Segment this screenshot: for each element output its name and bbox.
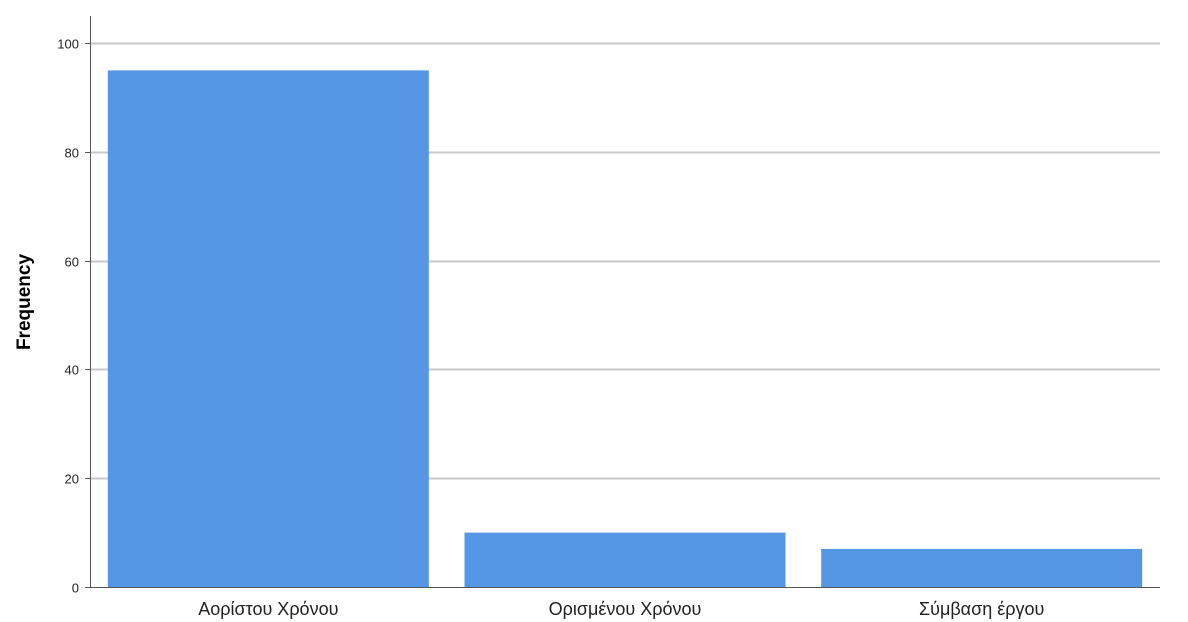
bar <box>464 532 786 587</box>
bar <box>821 548 1143 587</box>
x-tick-label: Ορισμένου Χρόνου <box>549 599 702 619</box>
y-tick-label: 40 <box>65 363 79 378</box>
axes <box>90 16 1160 588</box>
x-tick-label: Αορίστου Χρόνου <box>198 599 338 619</box>
y-axis-title: Frequency <box>14 254 35 351</box>
y-tick-label: 60 <box>65 255 79 270</box>
y-tick-label: 20 <box>65 472 79 487</box>
y-tick-labels: 0 20 40 60 80 100 <box>57 37 90 596</box>
bar <box>107 70 429 587</box>
x-tick-labels: Αορίστου Χρόνου Ορισμένου Χρόνου Σύμβαση έ… <box>198 599 1044 619</box>
y-tick-label: 80 <box>65 146 79 161</box>
y-tick-label: 0 <box>72 581 79 596</box>
y-tick-label: 100 <box>57 37 79 52</box>
bars <box>107 70 1143 587</box>
x-tick-label: Σύμβαση έργου <box>919 599 1044 619</box>
